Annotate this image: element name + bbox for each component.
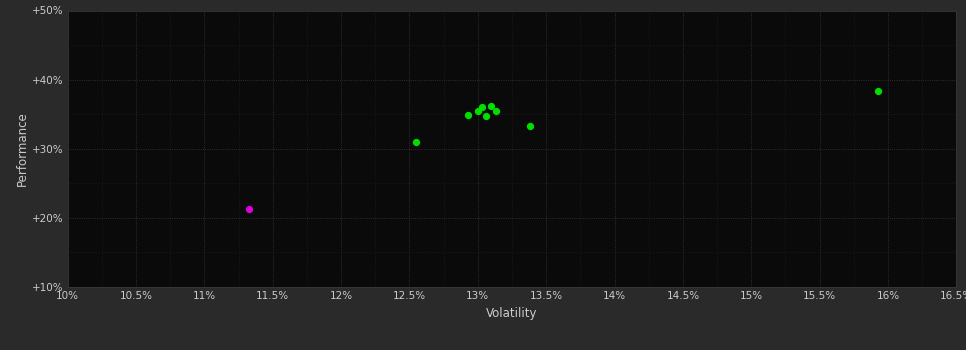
Y-axis label: Performance: Performance xyxy=(16,111,29,186)
Point xyxy=(474,104,490,110)
Point xyxy=(484,103,499,109)
Point xyxy=(522,123,537,129)
X-axis label: Volatility: Volatility xyxy=(486,307,538,320)
Point xyxy=(870,89,886,94)
Point xyxy=(488,108,503,113)
Point xyxy=(470,108,486,114)
Point xyxy=(409,139,424,145)
Point xyxy=(478,113,494,119)
Point xyxy=(461,112,476,118)
Point xyxy=(242,206,257,212)
